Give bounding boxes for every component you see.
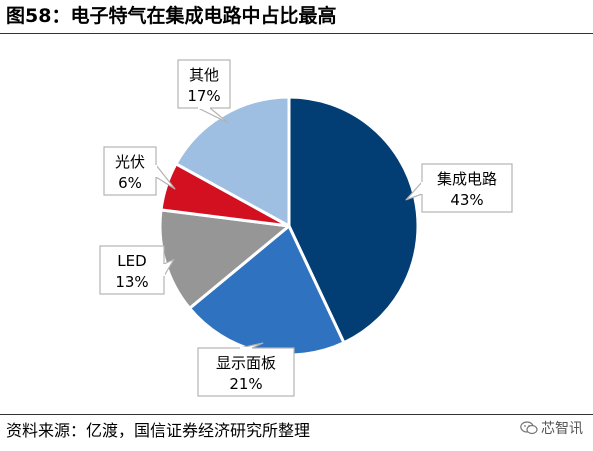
slice-label: 其他 [189,66,219,84]
callout-5: 其他 17% [177,59,231,124]
slice-value-label: 13% [115,273,148,291]
callout-box [103,146,157,196]
callout-box [99,245,165,295]
source-note: 资料来源：亿渡，国信证券经济研究所整理 [6,421,311,440]
watermark-text: 芯智讯 [541,421,583,437]
slice-label: 光伏 [115,153,145,171]
slice-label: 显示面板 [216,354,276,372]
pie-chart: 集成电路 43% 显示面板 21% LED 13% 光伏 6% 其他 17% [99,59,513,397]
callout-1: 集成电路 43% [405,163,513,213]
pie-slice-3 [158,208,291,310]
slice-value-label: 21% [229,375,262,393]
pie-callouts: 集成电路 43% 显示面板 21% LED 13% 光伏 6% 其他 17% [99,59,513,397]
slice-label: 集成电路 [437,170,497,188]
chart-title: 图58：电子特气在集成电路中占比最高 [6,5,337,27]
callout-2: 显示面板 21% [197,342,295,397]
pie-slices [158,95,420,357]
title-divider [0,33,593,34]
slice-value-label: 43% [450,191,483,209]
callout-4: 光伏 6% [103,146,176,196]
source-divider [0,414,593,415]
wechat-icon [520,421,538,435]
pie-slice-1 [287,95,420,345]
callout-box [421,163,513,213]
pie-slice-5 [174,95,291,228]
slice-label: LED [117,252,146,270]
slice-value-label: 17% [187,87,220,105]
slice-value-label: 6% [118,174,142,192]
watermark: 芯智讯 [520,418,583,440]
callout-3: LED 13% [99,245,175,295]
